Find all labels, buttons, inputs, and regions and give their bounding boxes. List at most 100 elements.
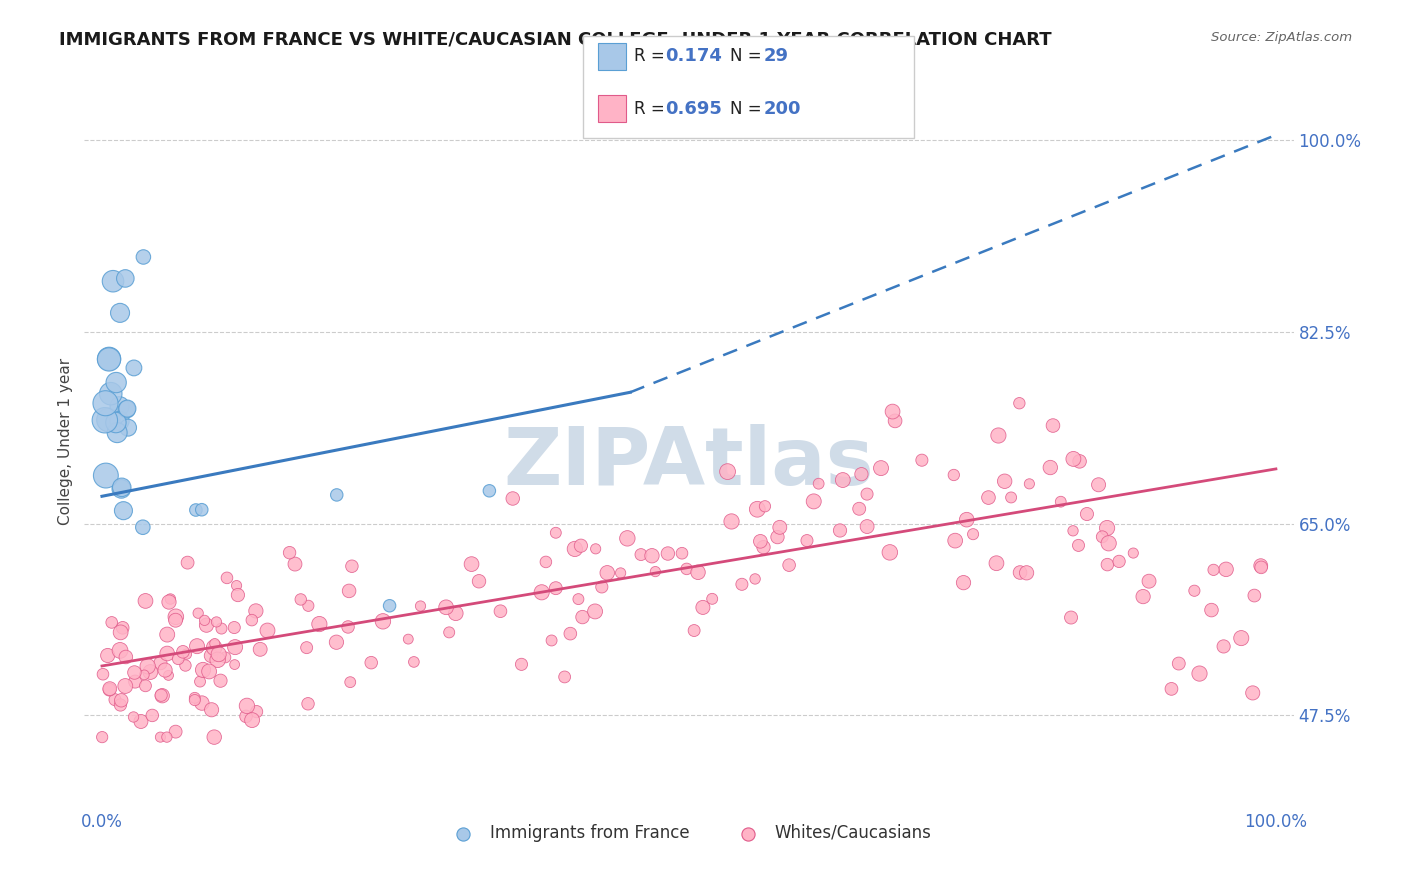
- Point: [337, 620, 360, 634]
- Point: [952, 575, 974, 590]
- Point: [796, 533, 818, 548]
- Text: R =: R =: [634, 47, 671, 65]
- Point: [124, 674, 146, 689]
- Point: [326, 488, 349, 502]
- Point: [100, 615, 122, 630]
- Point: [165, 724, 187, 739]
- Point: [97, 648, 120, 663]
- Point: [616, 532, 638, 546]
- Point: [110, 482, 132, 496]
- Point: [165, 613, 187, 627]
- Point: [884, 414, 907, 428]
- Point: [167, 652, 190, 666]
- Point: [1201, 603, 1223, 617]
- Point: [208, 647, 231, 661]
- Point: [172, 645, 194, 659]
- Point: [94, 468, 117, 483]
- Point: [117, 420, 139, 434]
- Point: [1215, 562, 1237, 576]
- Point: [911, 453, 934, 467]
- Point: [240, 613, 263, 627]
- Point: [585, 541, 607, 556]
- Point: [187, 606, 209, 620]
- Point: [870, 461, 893, 475]
- Point: [1042, 418, 1064, 433]
- Point: [340, 559, 363, 574]
- Point: [122, 710, 145, 724]
- Point: [191, 663, 214, 677]
- Point: [1137, 574, 1160, 589]
- Point: [278, 546, 301, 560]
- Point: [295, 640, 318, 655]
- Point: [101, 274, 124, 288]
- Point: [1087, 477, 1109, 491]
- Point: [204, 636, 226, 650]
- Point: [202, 640, 225, 655]
- Point: [284, 557, 307, 571]
- Point: [644, 565, 666, 579]
- Point: [1039, 460, 1062, 475]
- Point: [752, 540, 775, 554]
- Point: [339, 675, 361, 690]
- Point: [195, 618, 218, 632]
- Point: [236, 698, 259, 713]
- Point: [100, 386, 122, 401]
- Point: [856, 519, 879, 533]
- Point: [249, 642, 271, 657]
- Point: [193, 613, 215, 627]
- Point: [962, 527, 984, 541]
- Point: [184, 693, 207, 707]
- Point: [1241, 686, 1264, 700]
- Point: [153, 663, 176, 677]
- Point: [1243, 589, 1265, 603]
- Point: [215, 571, 238, 585]
- Point: [1098, 536, 1121, 550]
- Point: [994, 475, 1017, 489]
- Point: [91, 667, 114, 681]
- Point: [157, 595, 180, 609]
- Point: [150, 689, 173, 703]
- Point: [134, 594, 156, 608]
- Point: [141, 708, 163, 723]
- Point: [105, 425, 128, 440]
- Point: [176, 556, 198, 570]
- Point: [879, 545, 901, 559]
- Point: [766, 530, 789, 544]
- Point: [240, 713, 263, 727]
- Point: [1160, 681, 1182, 696]
- Text: 0.695: 0.695: [665, 100, 721, 118]
- Point: [851, 467, 873, 482]
- Point: [209, 673, 232, 688]
- Point: [1167, 657, 1189, 671]
- Point: [184, 690, 207, 705]
- Point: [174, 658, 197, 673]
- Point: [434, 600, 457, 615]
- Point: [396, 632, 419, 647]
- Point: [360, 656, 382, 670]
- Point: [1188, 666, 1211, 681]
- Point: [409, 599, 432, 613]
- Point: [560, 626, 582, 640]
- Point: [828, 524, 851, 538]
- Point: [122, 360, 145, 375]
- Point: [308, 617, 330, 632]
- Point: [98, 682, 121, 697]
- Point: [256, 624, 278, 638]
- Point: [1062, 451, 1084, 466]
- Point: [1018, 476, 1040, 491]
- Point: [1182, 583, 1205, 598]
- Point: [702, 591, 724, 606]
- Point: [110, 698, 132, 712]
- Point: [956, 513, 979, 527]
- Point: [97, 413, 120, 427]
- Point: [156, 647, 179, 661]
- Point: [235, 709, 257, 723]
- Point: [744, 572, 766, 586]
- Point: [186, 639, 208, 653]
- Point: [778, 558, 800, 573]
- Point: [1250, 558, 1272, 573]
- Text: R =: R =: [634, 100, 671, 118]
- Point: [108, 643, 131, 657]
- Point: [1091, 530, 1114, 544]
- Text: N =: N =: [730, 100, 766, 118]
